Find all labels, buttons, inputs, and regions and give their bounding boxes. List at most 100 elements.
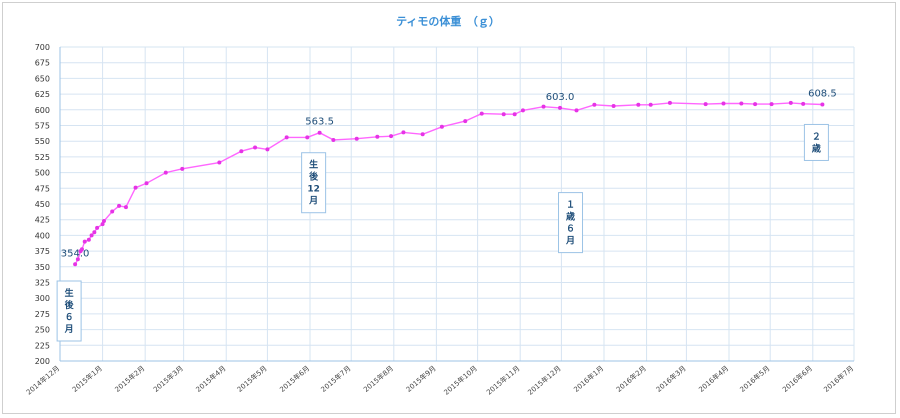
x-tick-label: 2015年6月 <box>278 364 312 394</box>
data-point <box>331 137 336 142</box>
data-label: 354.0 <box>61 248 90 259</box>
data-point <box>611 104 616 109</box>
data-point <box>739 101 744 106</box>
data-point <box>79 247 84 252</box>
y-tick-label: 275 <box>35 310 50 319</box>
annotation-text: 月 <box>308 196 318 207</box>
annotation-text: １ <box>566 200 575 211</box>
data-point <box>117 203 122 208</box>
y-axis-ticks: 200 225 250 275 300 325 350 375 400 425 450 475 500 5… <box>35 43 50 366</box>
annotation-text: 歳 <box>565 211 575 223</box>
data-point <box>753 102 758 107</box>
annotation-box <box>803 123 829 161</box>
x-tick-label: 2015年3月 <box>151 364 185 394</box>
x-tick-label: 2014年12月 <box>24 364 61 397</box>
data-point <box>317 130 322 135</box>
annotation-text: 後 <box>309 171 319 183</box>
data-point <box>180 166 185 171</box>
annotation-box <box>301 152 327 214</box>
annotation-text: 生 <box>65 287 74 299</box>
y-tick-label: 675 <box>35 59 50 68</box>
data-point <box>92 230 97 235</box>
y-tick-label: 700 <box>35 43 50 52</box>
data-point <box>123 205 128 210</box>
data-point <box>239 149 244 154</box>
data-point <box>820 102 825 107</box>
y-tick-label: 650 <box>35 74 50 83</box>
data-point <box>801 101 806 106</box>
data-point <box>541 104 546 109</box>
x-tick-label: 2016年1月 <box>572 364 606 394</box>
annotation-text: ２ <box>812 131 821 142</box>
age-annotation: 生後 12月 <box>301 152 327 214</box>
data-point <box>89 233 94 238</box>
data-point <box>520 108 525 113</box>
age-annotation: ２歳 <box>803 123 829 161</box>
x-tick-label: 2015年12月 <box>526 364 563 397</box>
data-point <box>95 225 100 230</box>
weight-series <box>73 100 825 267</box>
annotation-text: ６ <box>65 312 74 323</box>
grid-lines <box>59 46 855 362</box>
series-line <box>74 102 823 265</box>
data-point <box>284 135 289 140</box>
data-label: 563.5 <box>305 117 334 128</box>
data-point <box>703 102 708 107</box>
y-tick-label: 400 <box>35 231 50 240</box>
x-tick-label: 2016年5月 <box>738 364 772 394</box>
y-tick-label: 325 <box>35 279 50 288</box>
y-tick-label: 200 <box>35 357 50 366</box>
data-point <box>133 185 138 190</box>
data-point <box>73 262 78 267</box>
data-point <box>648 102 653 107</box>
y-tick-label: 550 <box>35 137 50 146</box>
y-tick-label: 300 <box>35 294 50 303</box>
y-tick-label: 375 <box>35 247 50 256</box>
y-tick-label: 425 <box>35 216 50 225</box>
y-tick-label: 600 <box>35 106 50 115</box>
annotation-text: ６ <box>566 224 575 235</box>
y-tick-label: 500 <box>35 169 50 178</box>
data-point <box>636 102 641 107</box>
data-point <box>439 124 444 129</box>
data-point <box>501 112 506 117</box>
data-point <box>100 222 105 227</box>
data-point <box>110 209 115 214</box>
y-tick-label: 225 <box>35 341 50 350</box>
annotation-box <box>558 192 584 254</box>
annotation-text: 歳 <box>811 142 821 154</box>
data-point <box>101 218 106 223</box>
x-axis-ticks: 2014年12月 2015年1月 2015年2月 2015年3月 2015年4月 2015… <box>24 364 855 397</box>
weight-line-chart: ティモの体重 （ｇ） 200 225 250 275 300 325 350 375 400 42… <box>24 14 855 397</box>
x-tick-label: 2016年7月 <box>822 364 856 394</box>
data-point <box>375 134 380 139</box>
x-tick-label: 2015年2月 <box>113 364 147 394</box>
x-tick-label: 2016年6月 <box>780 364 814 394</box>
data-point <box>163 170 168 175</box>
x-tick-label: 2015年7月 <box>319 364 353 394</box>
data-point <box>354 136 359 141</box>
annotation-text: 月 <box>565 236 575 247</box>
data-point <box>592 102 597 107</box>
data-point <box>86 237 91 242</box>
x-tick-label: 2015年1月 <box>70 364 104 394</box>
data-point <box>512 112 517 117</box>
data-labels: 354.0 563.5 603.0 608.5 <box>61 88 837 259</box>
data-point <box>769 102 774 107</box>
annotation-text: 生 <box>309 159 318 171</box>
data-label: 603.0 <box>546 92 575 103</box>
x-tick-label: 2015年11月 <box>484 364 521 397</box>
data-point <box>479 111 484 116</box>
x-tick-label: 2015年5月 <box>235 364 269 394</box>
y-tick-label: 475 <box>35 184 50 193</box>
data-label: 608.5 <box>808 88 837 99</box>
annotation-text: 月 <box>64 324 74 335</box>
x-tick-label: 2016年3月 <box>654 364 688 394</box>
data-point <box>305 135 310 140</box>
data-point <box>788 100 793 105</box>
data-point <box>463 119 468 124</box>
annotation-text: 12 <box>307 185 320 195</box>
